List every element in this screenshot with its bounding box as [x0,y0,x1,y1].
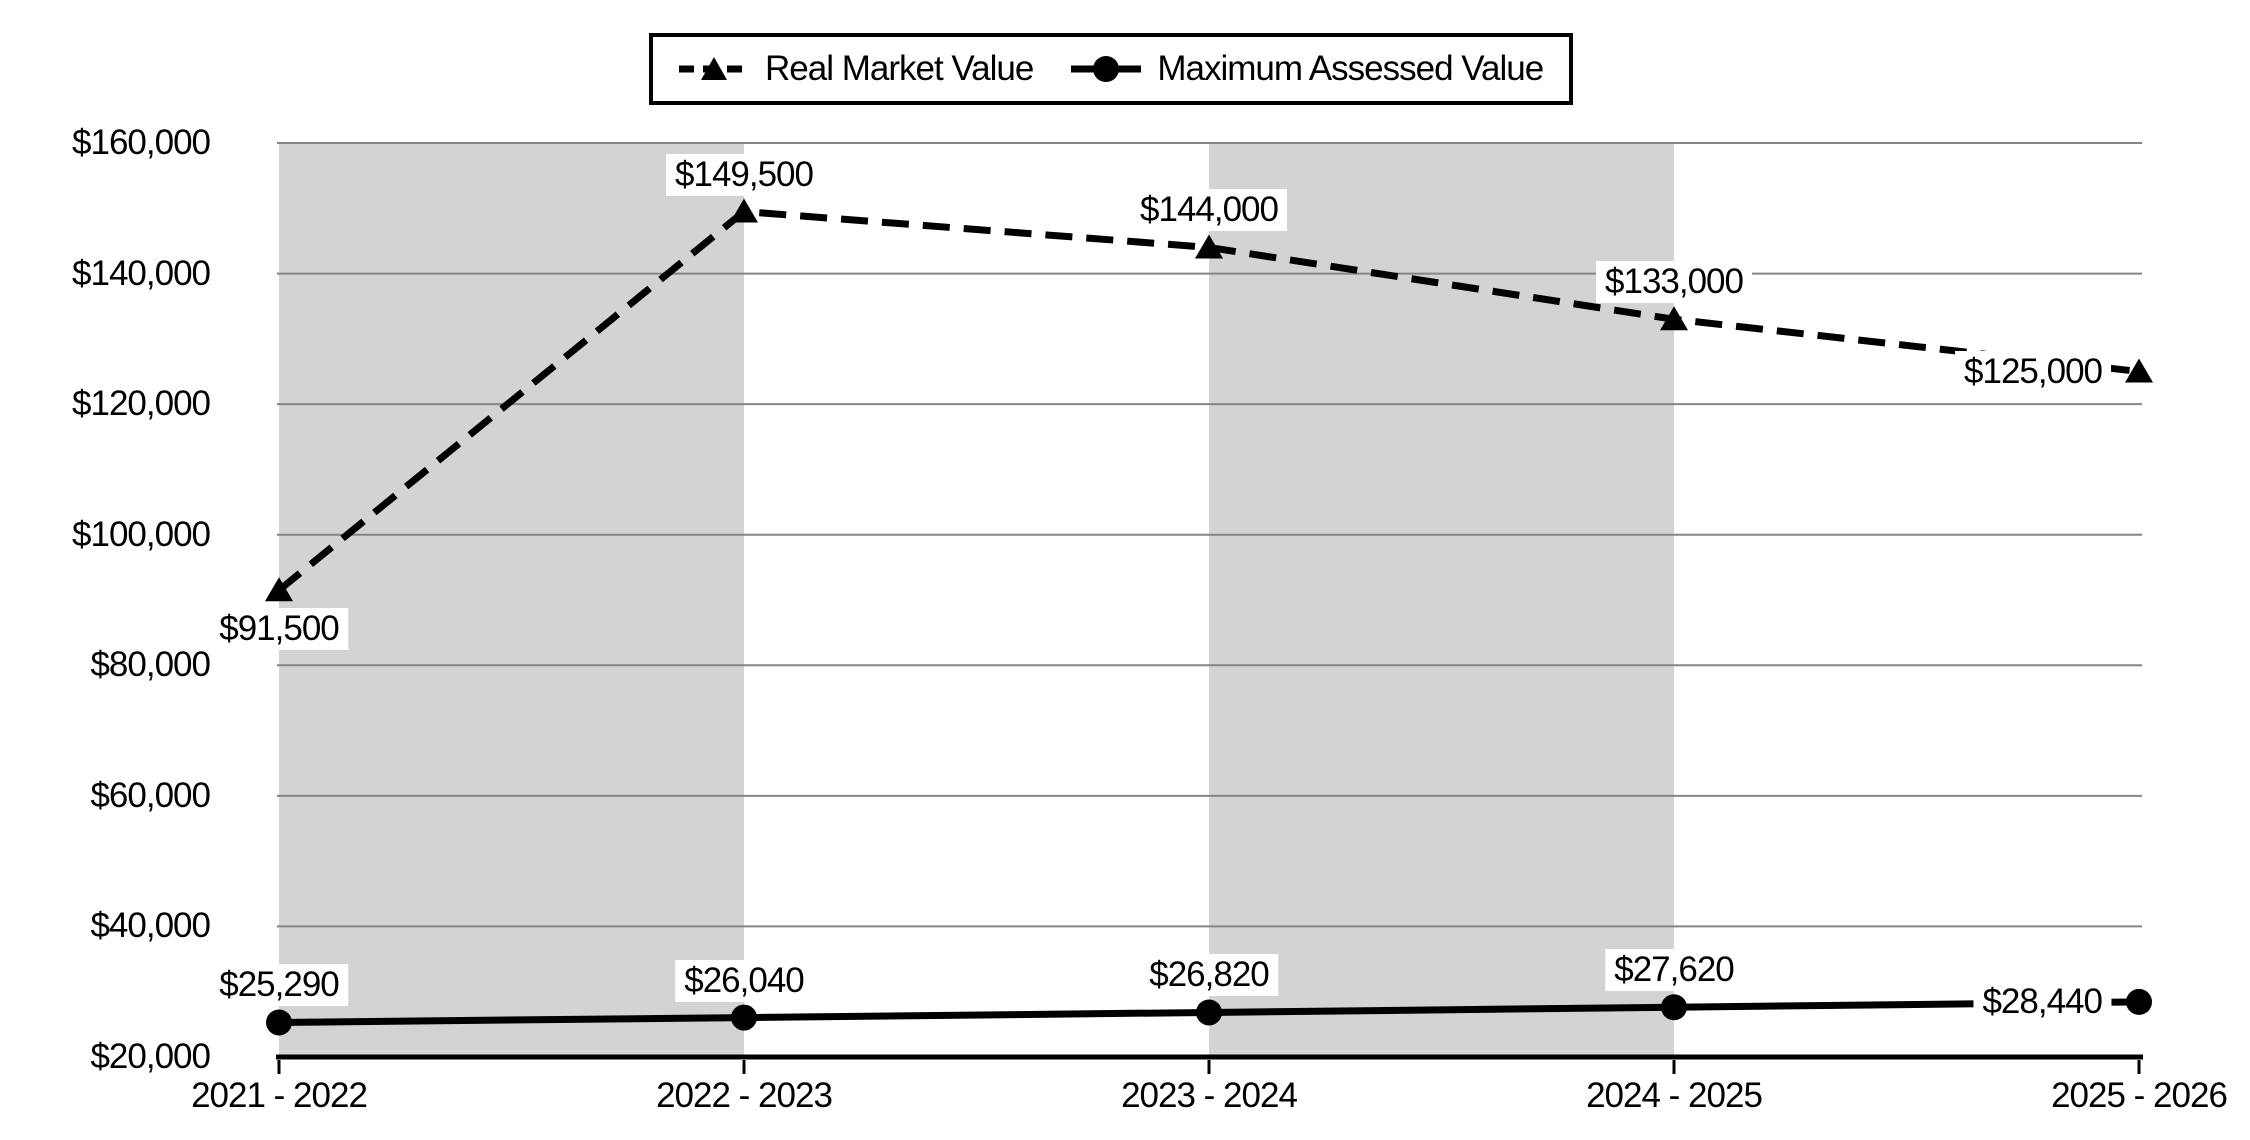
x-tick-label: 2025 - 2026 [2051,1076,2228,1115]
circle-marker [266,1009,292,1036]
data-label: $28,440 [1973,980,2111,1023]
y-tick-label: $20,000 [90,1037,211,1076]
data-label: $149,500 [666,153,822,196]
data-label: $26,040 [675,959,813,1002]
y-tick-label: $120,000 [72,384,211,424]
shaded-band [279,143,744,1055]
data-label: $125,000 [1955,350,2111,393]
x-tick-label: 2023 - 2024 [1121,1076,1298,1115]
legend-entry-real-market-value: Real Market Value [679,49,1034,89]
triangle-marker [265,577,293,602]
y-tick-label: $80,000 [90,645,211,685]
data-label: $91,500 [210,608,348,651]
x-tick-label: 2022 - 2023 [656,1076,833,1115]
dashed-triangle-line-icon [679,57,749,80]
circle-marker [1196,999,1222,1026]
triangle-marker [1660,306,1688,331]
triangle-marker [2125,358,2153,383]
y-tick-label: $40,000 [90,906,211,946]
circle-marker [2126,988,2152,1015]
data-label: $133,000 [1596,261,1752,304]
y-tick-label: $60,000 [90,775,211,815]
data-label: $144,000 [1131,189,1287,232]
y-tick-label: $100,000 [72,514,211,554]
data-label: $25,290 [210,964,348,1007]
data-label: $26,820 [1140,954,1278,997]
x-tick-label: 2021 - 2022 [191,1076,368,1115]
triangle-marker [1195,234,1223,259]
solid-circle-line-icon [1071,56,1142,82]
x-tick-label: 2024 - 2025 [1586,1076,1763,1115]
legend-label-real-market-value: Real Market Value [765,49,1034,88]
y-tick-label: $140,000 [72,253,211,293]
data-label: $27,620 [1605,949,1743,992]
triangle-marker [730,198,758,223]
legend: Real Market Value Maximum Assessed Value [649,33,1574,105]
legend-entry-maximum-assessed-value: Maximum Assessed Value [1071,49,1544,89]
y-tick-label: $160,000 [72,123,211,162]
circle-marker [1661,994,1687,1021]
legend-label-maximum-assessed-value: Maximum Assessed Value [1157,49,1544,88]
circle-marker [731,1004,757,1031]
